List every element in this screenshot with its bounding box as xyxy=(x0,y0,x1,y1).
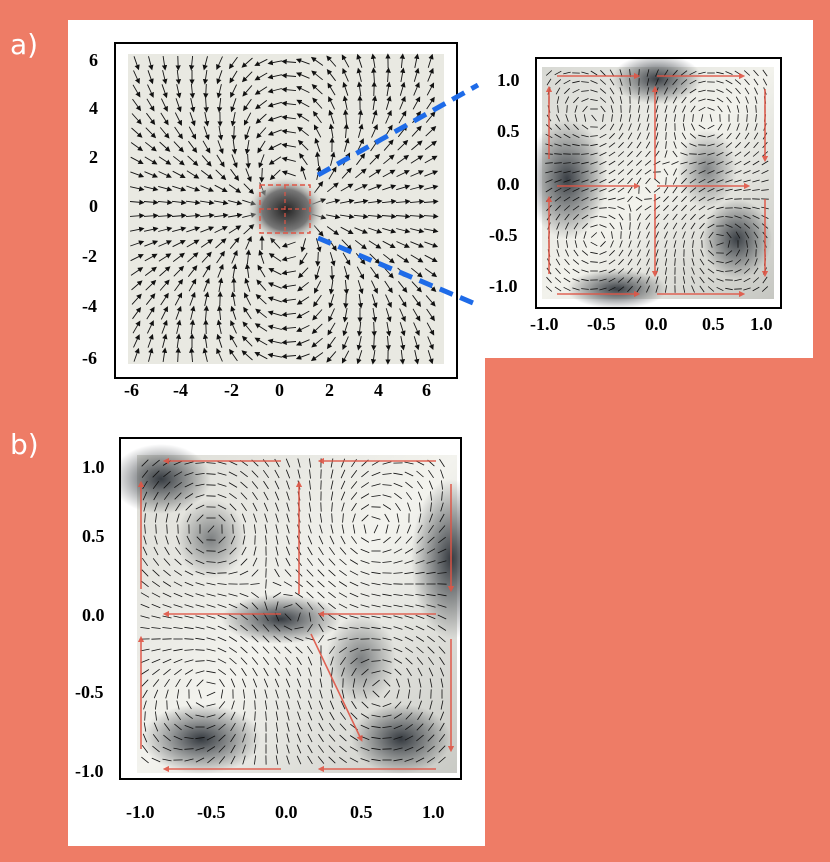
panel-a-main-plot xyxy=(114,42,458,379)
a-main-ytick: 4 xyxy=(89,98,98,118)
b-ytick: -0.5 xyxy=(75,682,104,702)
b-xtick: 1.0 xyxy=(422,802,445,822)
a-main-xtick: 4 xyxy=(374,380,383,400)
b-ytick: 0.0 xyxy=(82,605,105,625)
a-inset-ytick: -1.0 xyxy=(489,276,518,296)
b-ytick: -1.0 xyxy=(75,761,104,781)
a-main-xtick: -2 xyxy=(224,380,239,400)
panel-a-inset-plot xyxy=(535,57,782,309)
panel-label-b: b) xyxy=(10,428,39,461)
panel-label-a: a) xyxy=(10,28,39,61)
b-xtick: 0.0 xyxy=(275,802,298,822)
a-main-xtick: 0 xyxy=(275,380,284,400)
b-xtick: -1.0 xyxy=(126,802,155,822)
a-main-ytick: -2 xyxy=(82,246,97,266)
a-inset-ytick: 1.0 xyxy=(497,70,520,90)
a-main-ytick: 0 xyxy=(89,196,98,216)
a-inset-ytick: 0.0 xyxy=(497,174,520,194)
panel-a-inset-streamlines xyxy=(537,59,774,307)
a-main-xtick: -4 xyxy=(173,380,188,400)
a-inset-xtick: 0.5 xyxy=(702,314,725,334)
a-inset-ytick: -0.5 xyxy=(489,225,518,245)
a-main-xtick: 2 xyxy=(325,380,334,400)
a-main-xtick: 6 xyxy=(422,380,431,400)
a-inset-ytick: 0.5 xyxy=(497,121,520,141)
panel-b-plot xyxy=(119,437,462,780)
b-xtick: -0.5 xyxy=(197,802,226,822)
a-inset-xtick: 1.0 xyxy=(750,314,773,334)
a-main-ytick: 6 xyxy=(89,50,98,70)
a-main-ytick: 2 xyxy=(89,147,98,167)
a-inset-xtick: -0.5 xyxy=(587,314,616,334)
b-ytick: 0.5 xyxy=(82,526,105,546)
a-main-ytick: -4 xyxy=(82,296,97,316)
a-inset-xtick: -1.0 xyxy=(530,314,559,334)
a-inset-xtick: 0.0 xyxy=(645,314,668,334)
a-main-ytick: -6 xyxy=(82,348,97,368)
panel-b-streamlines xyxy=(121,444,460,774)
b-ytick: 1.0 xyxy=(82,457,105,477)
panel-a-streamlines xyxy=(128,53,444,365)
a-main-xtick: -6 xyxy=(124,380,139,400)
b-xtick: 0.5 xyxy=(350,802,373,822)
